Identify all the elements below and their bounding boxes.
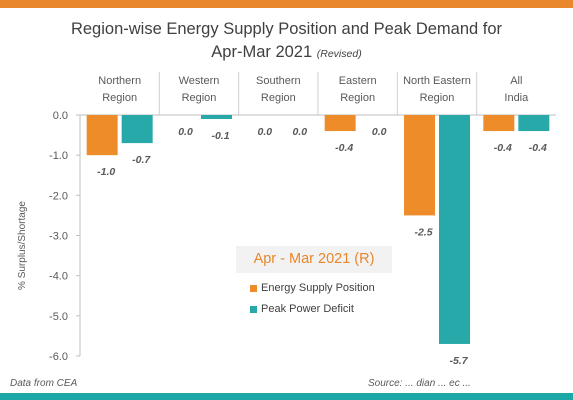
category-label: India (504, 92, 529, 104)
data-label-energy: -0.4 (494, 142, 512, 154)
category-label: Western (179, 75, 220, 87)
bar-energy (404, 115, 435, 216)
legend-label-energy: Energy Supply Position (261, 282, 375, 294)
category-label: Northern (98, 75, 141, 87)
bar-peak (518, 115, 550, 132)
y-tick-label: -2.0 (49, 190, 68, 202)
data-label-energy: 0.0 (178, 126, 193, 138)
category-label: Region (340, 92, 375, 104)
bar-energy (324, 115, 356, 132)
bar-peak (439, 115, 470, 344)
data-label-peak: 0.0 (372, 126, 387, 138)
title-revised-note: (Revised) (316, 48, 362, 60)
category-label: Southern (256, 75, 301, 87)
data-label-peak: -0.7 (132, 154, 151, 166)
data-label-peak: -0.4 (529, 142, 547, 154)
category-label: Region (261, 92, 296, 104)
legend: Apr - Mar 2021 (R) Energy Supply Positio… (236, 246, 392, 315)
bottom-accent-bar (0, 393, 573, 400)
legend-item-energy: Energy Supply Position (236, 282, 392, 294)
footer-credit: Data from CEA (10, 378, 78, 389)
category-label: Eastern (339, 75, 377, 87)
title-line-1: Region-wise Energy Supply Position and P… (70, 20, 503, 38)
category-label: Region (420, 92, 455, 104)
y-tick-label: -3.0 (49, 231, 68, 243)
legend-swatch-peak (250, 305, 257, 313)
category-label: North Eastern (403, 75, 471, 87)
bar-peak (201, 115, 232, 120)
y-axis-title: % Surplus/Shortage (17, 201, 28, 290)
data-label-peak: -5.7 (449, 355, 468, 367)
data-label-energy: -2.5 (414, 226, 432, 238)
data-label-energy: -1.0 (97, 166, 115, 178)
bar-energy (86, 115, 118, 156)
y-tick-label: 0.0 (53, 110, 68, 122)
data-label-peak: -0.1 (211, 130, 229, 142)
category-label: All (510, 75, 522, 87)
y-tick-label: -6.0 (49, 351, 68, 363)
y-tick-label: -5.0 (49, 311, 68, 323)
top-accent-bar (0, 0, 573, 8)
legend-title: Apr - Mar 2021 (R) (236, 246, 392, 273)
category-label: Region (182, 92, 217, 104)
category-label: Region (102, 92, 137, 104)
legend-label-peak: Peak Power Deficit (261, 303, 354, 315)
legend-swatch-energy (250, 284, 257, 292)
data-label-energy: 0.0 (258, 126, 273, 138)
y-tick-label: -4.0 (49, 271, 68, 283)
footer-source: Source: ... dian ... ec ... (368, 378, 471, 389)
title-period: Apr-Mar 2021 (211, 43, 313, 61)
title-line-2: Apr-Mar 2021 (Revised) (0, 41, 573, 66)
data-label-peak: 0.0 (293, 126, 308, 138)
y-tick-label: -1.0 (49, 150, 68, 162)
legend-item-peak: Peak Power Deficit (236, 303, 392, 315)
bar-energy (483, 115, 515, 132)
bar-peak (121, 115, 153, 144)
data-label-energy: -0.4 (335, 142, 353, 154)
chart-title: Region-wise Energy Supply Position and P… (0, 18, 573, 66)
